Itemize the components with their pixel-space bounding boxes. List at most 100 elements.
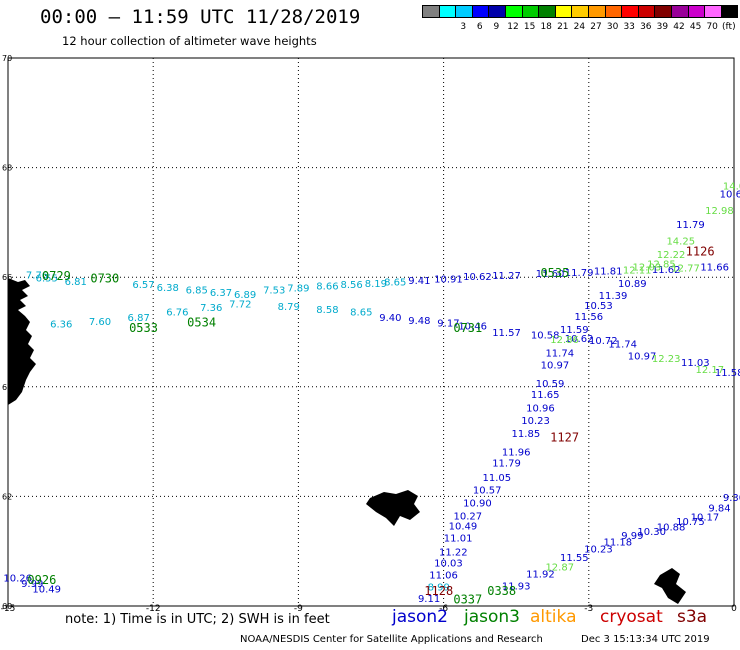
- wave-height-value: 6.36: [50, 320, 72, 331]
- track-time-label: 0338: [487, 584, 516, 598]
- legend-label: (ft): [722, 22, 736, 32]
- wave-height-value: 8.79: [278, 302, 300, 313]
- wave-height-value: 8.65: [350, 308, 372, 319]
- legend-label: 21: [557, 22, 569, 32]
- wave-height-value: 12.11: [623, 265, 652, 276]
- satellite-altika-label: altika: [530, 607, 577, 627]
- map-subtitle: 12 hour collection of altimeter wave hei…: [62, 34, 317, 48]
- x-tick-label: -9: [294, 604, 303, 614]
- track-time-label: 1127: [550, 431, 579, 445]
- wave-height-value: 10.30: [637, 527, 666, 538]
- wave-height-value: 7.72: [229, 299, 251, 310]
- wave-height-value: 7.89: [287, 283, 309, 294]
- wave-height-value: 7.53: [263, 286, 285, 297]
- y-tick-label: 70: [2, 54, 12, 63]
- legend-label: 33: [623, 22, 635, 32]
- wave-height-value: 12.22: [657, 250, 686, 261]
- wave-height-value: 6.38: [157, 283, 179, 294]
- wave-height-value: 12.77: [671, 264, 700, 275]
- wave-height-value: 11.66: [700, 263, 729, 274]
- wave-height-value: 8.19: [365, 279, 387, 290]
- wave-height-value: 11.27: [492, 271, 521, 282]
- color-legend: [422, 5, 739, 18]
- wave-height-value: 6.87: [128, 313, 150, 324]
- wave-height-value: 7.60: [89, 317, 111, 328]
- iceland-coast: [8, 278, 36, 405]
- faroe-islands: [366, 490, 420, 526]
- wave-height-value: 10.46: [458, 321, 487, 332]
- track-time-label: 0731: [453, 321, 482, 335]
- map-title: 00:00 — 11:59 UTC 11/28/2019: [40, 6, 361, 28]
- footer-note: note: 1) Time is in UTC; 2) SWH is in fe…: [65, 612, 330, 627]
- wave-height-value: 8.99: [428, 583, 450, 594]
- wave-height-value: 12.98: [705, 206, 734, 217]
- wave-height-value: 6.85: [186, 286, 208, 297]
- wave-height-value: 10.96: [526, 403, 555, 414]
- wave-height-value: 11.03: [681, 358, 710, 369]
- wave-height-value: 10.72: [589, 336, 618, 347]
- wave-height-value: 12.23: [652, 354, 681, 365]
- land-masses: [8, 278, 686, 604]
- wave-height-value: 6.37: [210, 288, 232, 299]
- wave-height-value: 11.06: [429, 571, 458, 582]
- wave-height-value: 11.55: [560, 553, 589, 564]
- wave-height-value: 10.58: [531, 331, 560, 342]
- legend-label: 18: [540, 22, 552, 32]
- wave-height-value: 10.49: [449, 521, 478, 532]
- lat-lon-grid: [8, 58, 734, 606]
- credit-timestamp: Dec 3 15:13:34 UTC 2019: [581, 634, 710, 645]
- track-time-label: 0729: [42, 269, 71, 283]
- wave-height-value: 6.55: [36, 274, 58, 285]
- wave-height-value: 11.39: [599, 291, 628, 302]
- wave-height-value: 10.23: [521, 416, 550, 427]
- wave-height-value: 10.97: [541, 361, 570, 372]
- wave-height-value: 9.48: [408, 316, 430, 327]
- wave-height-value: 9.84: [708, 504, 730, 515]
- track-time-label: 1126: [686, 244, 715, 258]
- wave-height-value: 10.17: [691, 513, 720, 524]
- wave-height-value: 11.92: [526, 570, 555, 581]
- wave-height-value: 11.93: [502, 582, 531, 593]
- y-tick-label: 68: [2, 164, 12, 173]
- y-tick-label: 62: [2, 492, 12, 501]
- wave-height-value: 9.11: [418, 594, 440, 605]
- axis-tick-labels: -15 -12 -9 -6 -3 0 60 62 64 66 68 70: [1, 54, 737, 614]
- wave-height-value: 8.56: [341, 280, 363, 291]
- wave-height-value: 7.76: [26, 270, 48, 281]
- x-tick-label: -3: [584, 604, 593, 614]
- wave-height-value: 11.60: [536, 269, 565, 280]
- wave-height-value: 11.57: [492, 328, 521, 339]
- wave-height-value: 6.57: [132, 280, 154, 291]
- wave-height-value: 10.59: [536, 379, 565, 390]
- legend-label: 12: [507, 22, 519, 32]
- wave-height-value: 10.91: [434, 275, 463, 286]
- satellite-jason2-label: jason2: [392, 607, 448, 627]
- wave-height-value: 11.58: [715, 368, 740, 379]
- track-time-label: 0534: [187, 316, 216, 330]
- wave-height-value: 11.96: [502, 447, 531, 458]
- wave-height-value: 9.99: [21, 579, 43, 590]
- wave-height-value: 8.66: [316, 281, 338, 292]
- wave-height-value: 11.22: [439, 548, 468, 559]
- track-time-label: 0535: [540, 266, 569, 280]
- altimeter-tracks: 7.766.55 6.81 6.57 6.38 6.85 6.37 6.89 7.53 7.89…: [3, 182, 740, 607]
- x-tick-label: -15: [1, 604, 16, 614]
- wave-height-value: 10.88: [657, 522, 686, 533]
- wave-height-value: 11.65: [531, 390, 560, 401]
- wave-height-value: 12.85: [647, 259, 676, 270]
- track-time-label: 0337: [453, 592, 482, 606]
- wave-height-value: 12.03: [633, 263, 662, 274]
- wave-height-value: 10.97: [628, 351, 657, 362]
- legend-label: 70: [706, 22, 718, 32]
- track-time-label: 0926: [27, 573, 56, 587]
- y-tick-label: 60: [2, 602, 12, 611]
- wave-height-value: 11.79: [565, 268, 594, 279]
- wave-height-value: 10.26: [3, 573, 32, 584]
- legend-label: 27: [590, 22, 602, 32]
- wave-height-value: 11.56: [574, 312, 603, 323]
- wave-height-value: 12.86: [550, 335, 579, 346]
- wave-height-value: 10.27: [453, 511, 482, 522]
- wave-height-value: 11.18: [604, 538, 633, 549]
- satellite-jason3-label: jason3: [464, 607, 520, 627]
- wave-height-value: 10.89: [618, 279, 647, 290]
